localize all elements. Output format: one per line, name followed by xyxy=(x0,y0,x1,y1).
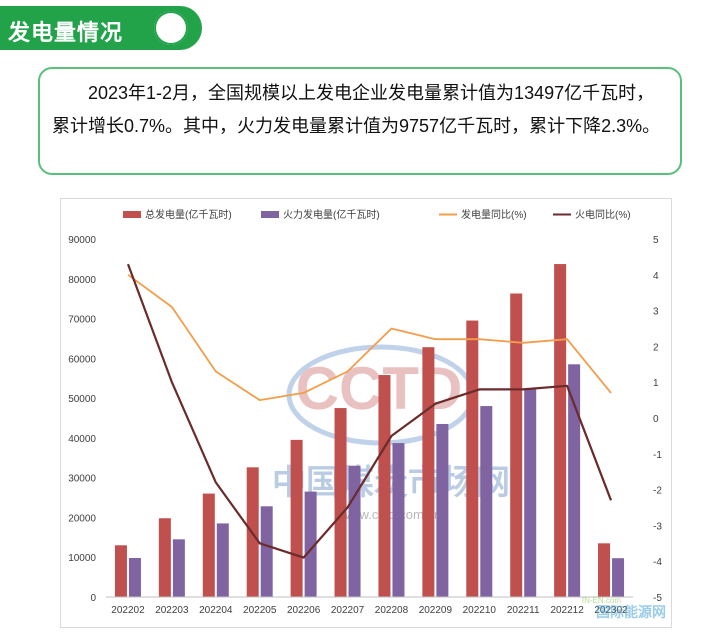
total-generation-bar xyxy=(466,320,479,597)
total-generation-bar xyxy=(158,518,171,597)
total-generation-bar xyxy=(334,408,347,597)
x-tick-label: 202202 xyxy=(111,605,145,616)
total-generation-bar xyxy=(378,375,391,597)
x-tick-label: 202204 xyxy=(199,605,233,616)
thermal-generation-bar xyxy=(216,523,229,597)
total-generation-bar xyxy=(598,543,611,597)
thermal-generation-bar xyxy=(480,406,493,597)
left-tick-label: 80000 xyxy=(68,275,96,286)
left-tick-label: 10000 xyxy=(68,553,96,564)
right-tick-label: -1 xyxy=(653,450,662,461)
x-tick-label: 202205 xyxy=(243,605,277,616)
thermal-generation-bar xyxy=(568,364,581,597)
x-tick-label: 202208 xyxy=(375,605,409,616)
right-tick-label: 3 xyxy=(653,307,659,318)
thermal-generation-bar xyxy=(128,558,141,597)
lines-group xyxy=(126,263,613,559)
legend-label: 火力发电量(亿千瓦时) xyxy=(283,208,380,221)
legend-label: 发电量同比(%) xyxy=(461,208,527,221)
summary-box: 2023年1-2月，全国规模以上发电企业发电量累计值为13497亿千瓦时，累计增… xyxy=(38,67,682,175)
x-tick-label: 202203 xyxy=(155,605,189,616)
right-tick-label: -3 xyxy=(653,521,662,532)
total-generation-bar xyxy=(290,439,303,597)
legend: 总发电量(亿千瓦时) 火力发电量(亿千瓦时) 发电量同比(%) 火电同比(%) xyxy=(123,208,631,221)
section-title: 发电量情况 xyxy=(8,20,124,45)
bars-group xyxy=(114,264,625,597)
right-tick-label: -2 xyxy=(653,486,662,497)
right-tick-label: 0 xyxy=(653,414,659,425)
chart-svg: CCTD 中国煤炭市场网 www.cctd.com.cn 总发电量(亿千瓦时)火… xyxy=(68,208,666,620)
x-tick-label: 202211 xyxy=(507,605,540,616)
total-generation-bar xyxy=(114,545,127,597)
total-generation-bar xyxy=(202,493,215,597)
section-header-tab: 发电量情况 xyxy=(0,6,202,50)
toggle-circle-icon xyxy=(154,11,188,45)
left-tick-label: 0 xyxy=(90,593,96,604)
watermark-url: www.cctd.com.cn xyxy=(340,507,441,522)
corner-watermark: 国际能源网 IN-EN.com xyxy=(582,596,666,620)
thermal-generation-bar xyxy=(260,506,273,597)
total-generation-bar xyxy=(510,293,523,597)
right-tick-label: -4 xyxy=(653,557,662,568)
legend-label: 火电同比(%) xyxy=(575,208,631,221)
left-tick-label: 20000 xyxy=(68,513,96,524)
thermal-generation-bar xyxy=(524,388,537,597)
left-tick-label: 70000 xyxy=(68,315,96,326)
total-generation-bar xyxy=(554,264,567,597)
right-tick-label: 5 xyxy=(653,235,659,246)
right-tick-label: -5 xyxy=(653,593,662,604)
right-axis: 5 4 3 2 1 0 -1 -2 -3 -4 -5 xyxy=(653,235,662,604)
x-tick-label: 202207 xyxy=(331,605,365,616)
x-tick-label: 202206 xyxy=(287,605,321,616)
thermal-yoy-line xyxy=(126,263,613,559)
thermal-generation-bar xyxy=(612,558,625,597)
summary-text: 2023年1-2月，全国规模以上发电企业发电量累计值为13497亿千瓦时，累计增… xyxy=(52,83,661,136)
thermal-generation-bar xyxy=(436,423,449,597)
legend-label: 总发电量(亿千瓦时) xyxy=(145,208,232,221)
left-tick-label: 50000 xyxy=(68,394,96,405)
x-axis: 202202 202203 202204 202205 202206 202207 2022… xyxy=(106,596,633,616)
generation-yoy-line xyxy=(127,274,612,402)
right-tick-label: 2 xyxy=(653,342,659,353)
right-tick-label: 1 xyxy=(653,378,659,389)
x-tick-label: 202210 xyxy=(463,605,497,616)
left-tick-label: 90000 xyxy=(68,235,96,246)
corner-watermark-en: IN-EN.com xyxy=(582,596,621,605)
left-tick-label: 40000 xyxy=(68,434,96,445)
right-tick-label: 4 xyxy=(653,271,659,282)
legend-swatch xyxy=(123,211,141,218)
thermal-generation-bar xyxy=(348,465,361,597)
left-axis: 90000 80000 70000 60000 50000 40000 30000 20000… xyxy=(68,235,96,604)
thermal-generation-bar xyxy=(304,491,317,597)
legend-swatch xyxy=(261,211,279,218)
x-tick-label: 202209 xyxy=(419,605,453,616)
left-tick-label: 30000 xyxy=(68,474,96,485)
x-tick-label: 202302 xyxy=(594,605,628,616)
left-tick-label: 60000 xyxy=(68,354,96,365)
chart-frame: CCTD 中国煤炭市场网 www.cctd.com.cn 总发电量(亿千瓦时)火… xyxy=(60,198,672,628)
corner-watermark-text: 国际能源网 xyxy=(596,604,666,620)
thermal-generation-bar xyxy=(172,539,185,597)
total-generation-bar xyxy=(422,347,435,597)
x-tick-label: 202212 xyxy=(550,605,584,616)
thermal-generation-bar xyxy=(392,443,405,597)
